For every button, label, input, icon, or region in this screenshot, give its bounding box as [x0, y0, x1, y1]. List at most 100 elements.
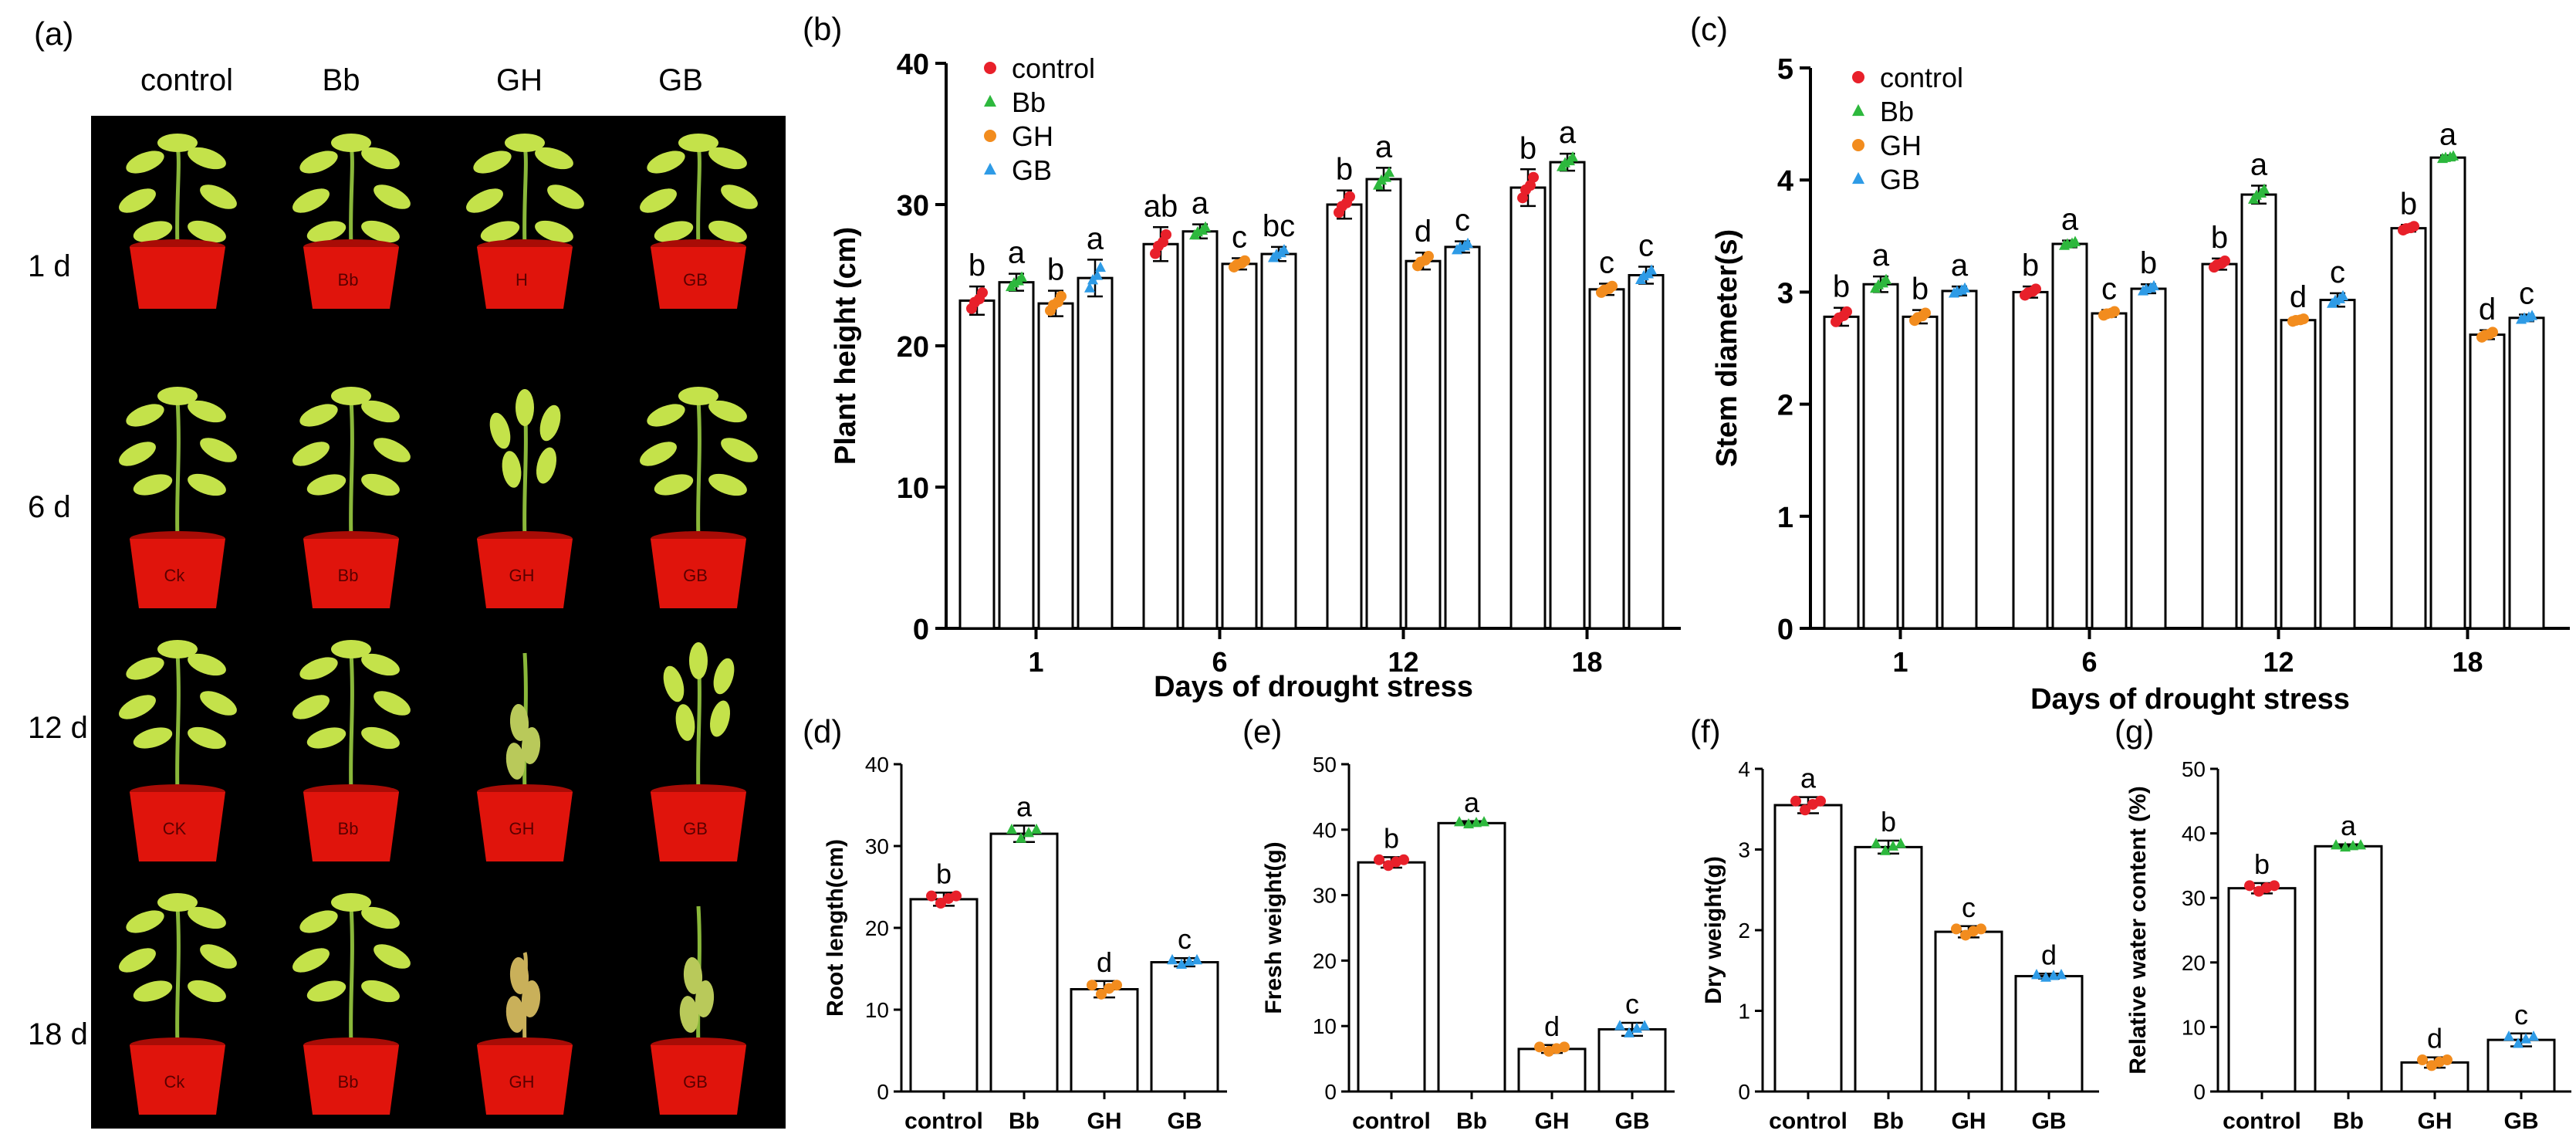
plant-photo-gh-6-d: GH — [438, 369, 612, 622]
bar-group-gb-12: c — [1444, 204, 1481, 630]
bar-gh-day-12 — [2280, 319, 2317, 630]
data-point-control — [1391, 856, 1401, 868]
bar-group-gh: c — [1934, 892, 2003, 1093]
bar-gb-day-12 — [2319, 299, 2356, 630]
bar-group-gb: d — [2014, 939, 2084, 1093]
plant-stem — [175, 905, 181, 1046]
plant-leaf — [535, 147, 573, 170]
plant-illustration: Bb — [292, 134, 411, 309]
y-tick-label: 2 — [1777, 390, 1793, 422]
data-point-gb — [2141, 283, 2152, 294]
legend-marker-control — [984, 62, 996, 74]
plant-illustration: H — [466, 134, 584, 309]
data-point-gh — [1534, 1041, 1545, 1053]
plant-stem — [349, 146, 354, 248]
plant-photo-grid: Bb H GB Ck Bb GH GB CK Bb GH GB Ck Bb GH GB — [91, 116, 786, 1129]
plant-stem — [349, 652, 354, 793]
bar-bb-day-1 — [1862, 283, 1899, 630]
bar-gb-day-12 — [1444, 245, 1481, 630]
panel-label-a: (a) — [34, 15, 74, 52]
y-tick-label: 20 — [865, 916, 889, 940]
significance-letter: c — [1962, 892, 1976, 923]
data-point-gb — [1084, 282, 1095, 293]
x-tick-label: 18 — [1571, 646, 1602, 678]
plant-leaf — [292, 442, 330, 466]
plant-leaf — [157, 640, 198, 658]
plant-leaf — [157, 134, 198, 152]
plant-leaf — [331, 640, 371, 658]
plant-leaf — [306, 474, 347, 496]
data-point-gb — [1614, 1020, 1625, 1031]
pot-label: Bb — [338, 819, 359, 838]
plant-leaf — [292, 188, 330, 213]
plant-stem — [696, 146, 701, 248]
bar-group-gh-1: b — [1037, 253, 1074, 630]
bar-control-day-1 — [958, 299, 996, 630]
plant-leaf — [126, 151, 164, 174]
panel-label-d: (d) — [803, 713, 842, 750]
plant-leaf — [679, 996, 699, 1033]
bar-group-gb-6: b — [2130, 246, 2167, 630]
significance-letter: d — [1415, 215, 1432, 249]
y-tick-label: 40 — [865, 753, 889, 777]
bar-group-control-6: b — [2012, 249, 2049, 630]
significance-letter: b — [1520, 131, 1536, 165]
plant-leaf — [536, 447, 557, 484]
x-tick-label-control: control — [904, 1108, 983, 1134]
plant-leaf — [721, 438, 758, 462]
plant-leaf — [157, 387, 198, 405]
plant-pot — [130, 539, 225, 608]
pot-label: GB — [683, 1072, 708, 1092]
plant-pot — [303, 1045, 399, 1115]
x-tick-label-bb: Bb — [2333, 1108, 2364, 1134]
legend-marker-bb — [984, 94, 996, 107]
plant-pot — [130, 792, 225, 861]
significance-letter: ab — [1144, 189, 1178, 223]
x-tick-label-control: control — [2223, 1108, 2301, 1134]
plant-leaf — [361, 147, 400, 170]
data-point-control — [2261, 882, 2272, 893]
data-point-control — [2244, 880, 2255, 892]
plant-pot — [303, 247, 399, 309]
pot-label: Ck — [164, 566, 186, 585]
plant-stem — [522, 146, 528, 248]
legend-label-bb: Bb — [1012, 86, 1046, 118]
plant-pot — [303, 792, 399, 861]
pot-label: GH — [509, 1072, 535, 1092]
row-label-12d: 12 d — [28, 711, 88, 745]
bar-gb-day-6 — [1260, 252, 1297, 630]
plant-photo-gb-1-d: GB — [612, 116, 786, 369]
y-tick-label: 10 — [897, 472, 929, 505]
y-tick-label: 0 — [2193, 1080, 2206, 1104]
x-tick-label: 1 — [1028, 646, 1043, 678]
bar-gh-day-18 — [1588, 288, 1625, 630]
legend-label-control: control — [1880, 62, 1963, 93]
data-point-gb — [2513, 1037, 2524, 1048]
bar-group-bb-6: a — [1182, 187, 1219, 630]
plant-leaf — [695, 980, 715, 1017]
plant-leaf — [133, 980, 173, 1002]
y-tick-label: 0 — [1324, 1080, 1337, 1104]
legend-label-gb: GB — [1012, 154, 1052, 186]
panel-label-c: (c) — [1690, 11, 1728, 47]
plant-leaf — [521, 727, 541, 764]
data-point-control — [1520, 184, 1531, 195]
data-point-control — [2401, 223, 2412, 235]
y-tick-label: 50 — [2182, 757, 2206, 781]
legend-label-gh: GH — [1880, 130, 1922, 161]
y-tick-label: 4 — [1777, 165, 1793, 198]
plant-leaf — [509, 704, 529, 741]
significance-letter: b — [2254, 848, 2270, 880]
data-point-gh — [2101, 308, 2112, 320]
data-point-gh — [2480, 330, 2490, 341]
bar-gb — [1597, 1027, 1667, 1093]
plant-illustration: Ck — [119, 387, 237, 608]
plant-illustration: Bb — [292, 640, 411, 861]
data-point-gh — [1951, 923, 1962, 935]
data-point-gb — [2031, 969, 2042, 980]
bar-gh — [1934, 930, 2003, 1093]
plant-leaf — [505, 134, 545, 152]
data-point-control — [2212, 259, 2223, 270]
data-point-gh — [1104, 983, 1114, 994]
data-point-gb — [2519, 312, 2530, 323]
